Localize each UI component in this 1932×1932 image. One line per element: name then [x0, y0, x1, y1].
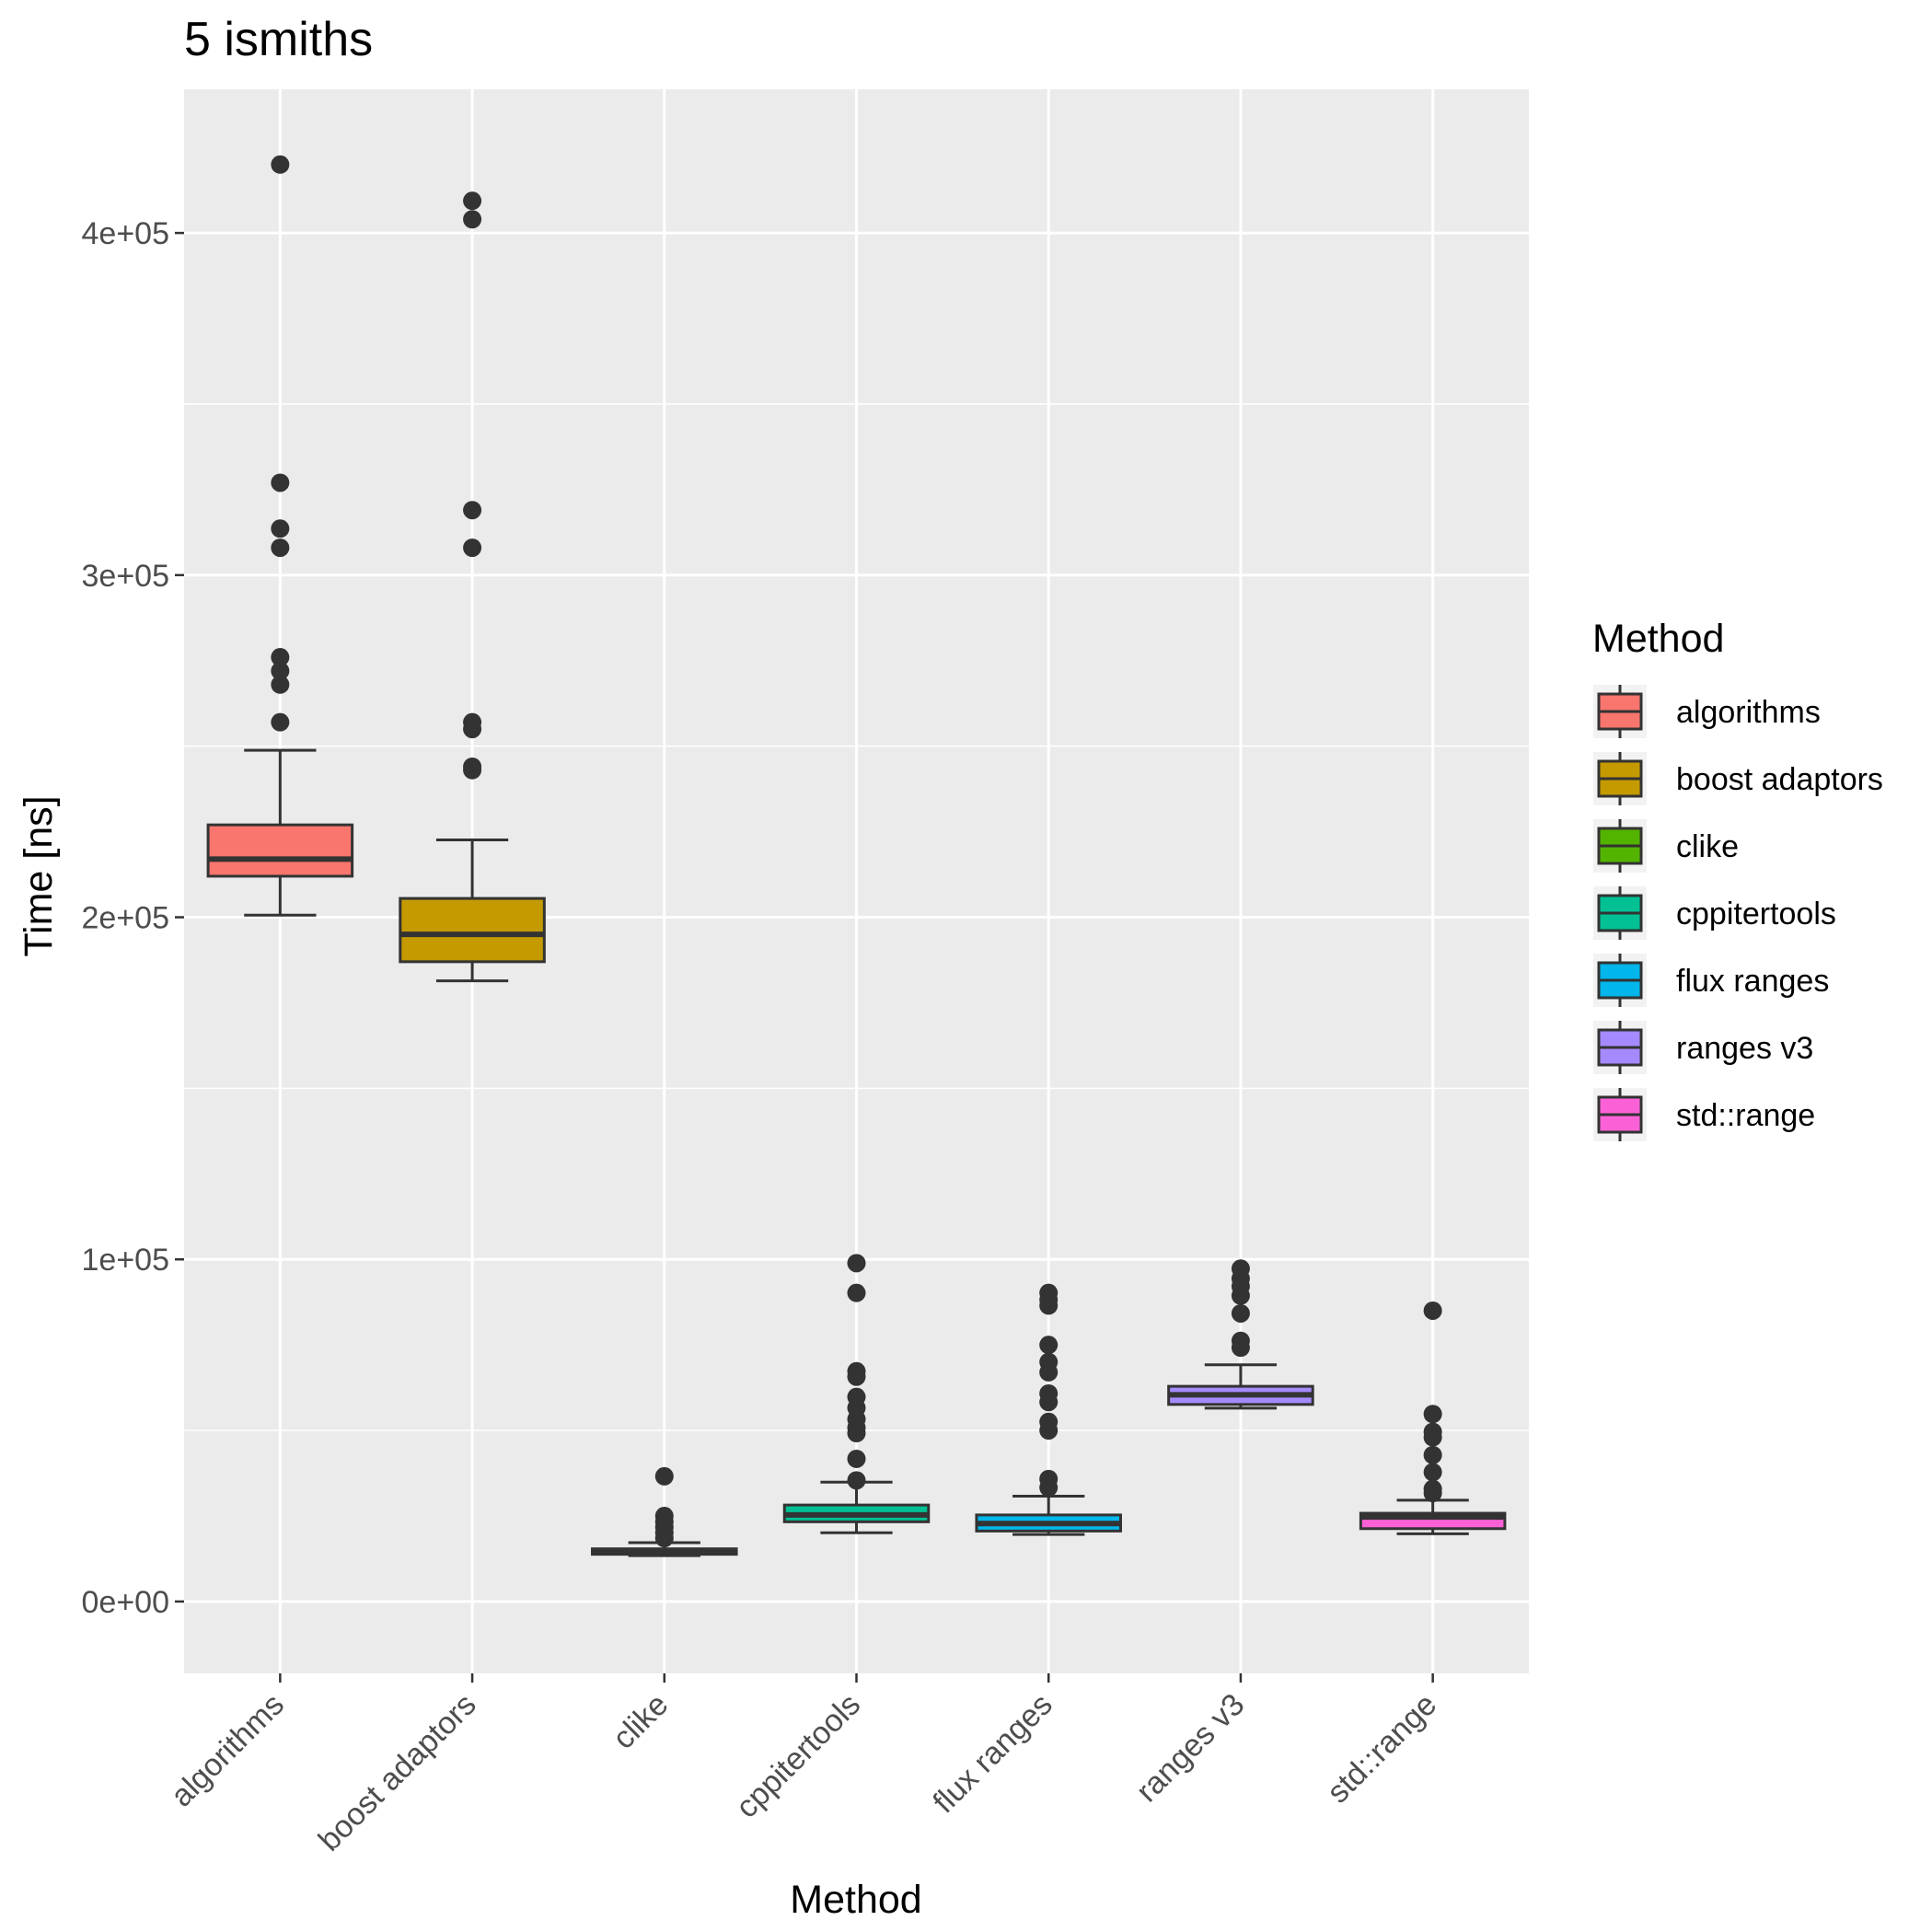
legend-item: algorithms — [1593, 685, 1821, 738]
outlier-point — [1039, 1421, 1059, 1440]
box-group — [1167, 1259, 1314, 1410]
legend-label: flux ranges — [1676, 964, 1829, 999]
x-tick-label: boost adaptors — [312, 1687, 483, 1858]
outlier-point — [1423, 1484, 1442, 1503]
outlier-point — [1423, 1301, 1442, 1320]
x-tick-label: clike — [606, 1687, 675, 1756]
chart-title: 5 ismiths — [184, 13, 373, 66]
boxplot-series — [206, 155, 1507, 1557]
outlier-point — [271, 648, 290, 667]
outlier-point — [1231, 1303, 1250, 1323]
legend-label: cppitertools — [1676, 897, 1836, 931]
legend-item: std::range — [1593, 1088, 1815, 1141]
outlier-point — [1231, 1286, 1250, 1305]
legend-item: boost adaptors — [1593, 752, 1883, 805]
outlier-point — [847, 1471, 866, 1490]
outlier-point — [271, 473, 290, 492]
y-axis: 0e+00 1e+05 2e+05 3e+05 4e+05 — [82, 216, 184, 1620]
outlier-point — [847, 1254, 866, 1273]
legend-label: clike — [1676, 829, 1739, 864]
legend-item: flux ranges — [1593, 954, 1829, 1007]
legend-label: algorithms — [1676, 695, 1821, 730]
legend-item: cppitertools — [1593, 886, 1836, 940]
outlier-point — [1423, 1445, 1442, 1464]
y-tick-label: 2e+05 — [82, 901, 170, 936]
legend-title: Method — [1592, 617, 1724, 661]
x-tick-label: cppitertools — [729, 1687, 867, 1825]
legend-label: boost adaptors — [1676, 762, 1883, 797]
outlier-point — [271, 155, 290, 174]
legend-label: ranges v3 — [1676, 1031, 1813, 1066]
outlier-point — [1423, 1405, 1442, 1424]
outlier-point — [1039, 1393, 1059, 1412]
box-group — [782, 1254, 931, 1534]
y-tick-label: 1e+05 — [82, 1243, 170, 1278]
box-group — [591, 1466, 738, 1557]
box-group — [975, 1283, 1122, 1536]
outlier-point — [463, 760, 482, 780]
outlier-point — [1039, 1362, 1059, 1382]
x-tick-label: ranges v3 — [1129, 1687, 1251, 1809]
outlier-point — [847, 1424, 866, 1443]
box — [206, 823, 354, 878]
x-axis-title: Method — [790, 1878, 921, 1922]
outlier-point — [271, 712, 290, 732]
x-axis: algorithms boost adaptors clike cppitertool… — [164, 1673, 1443, 1858]
outlier-point — [847, 1449, 866, 1468]
y-axis-title: Time [ns] — [17, 795, 61, 956]
outlier-point — [1039, 1296, 1059, 1315]
box-group — [399, 191, 546, 983]
x-tick-label: flux ranges — [926, 1687, 1059, 1820]
y-tick-label: 0e+00 — [82, 1585, 170, 1620]
legend: Method algorithms boost adaptors clike cppi… — [1592, 617, 1883, 1141]
outlier-point — [271, 675, 290, 694]
outlier-point — [1423, 1463, 1442, 1482]
outlier-point — [463, 210, 482, 229]
outlier-point — [271, 538, 290, 558]
legend-label: std::range — [1676, 1098, 1815, 1133]
outlier-point — [463, 501, 482, 520]
box — [399, 897, 546, 964]
legend-item: clike — [1593, 819, 1739, 873]
x-tick-label: std::range — [1321, 1687, 1444, 1811]
outlier-point — [654, 1529, 674, 1548]
box-group — [206, 155, 354, 917]
outlier-point — [654, 1466, 674, 1486]
box-group — [1359, 1301, 1507, 1535]
x-tick-label: algorithms — [164, 1687, 291, 1814]
legend-item: ranges v3 — [1593, 1021, 1813, 1074]
outlier-point — [847, 1367, 866, 1386]
outlier-point — [463, 720, 482, 739]
outlier-point — [1039, 1336, 1059, 1355]
outlier-point — [463, 538, 482, 558]
outlier-point — [847, 1283, 866, 1302]
y-tick-label: 4e+05 — [82, 216, 170, 251]
outlier-point — [1423, 1428, 1442, 1447]
outlier-point — [271, 519, 290, 538]
outlier-point — [463, 191, 482, 211]
outlier-point — [271, 661, 290, 680]
outlier-point — [1039, 1478, 1059, 1498]
outlier-point — [1231, 1338, 1250, 1358]
y-tick-label: 3e+05 — [82, 559, 170, 594]
